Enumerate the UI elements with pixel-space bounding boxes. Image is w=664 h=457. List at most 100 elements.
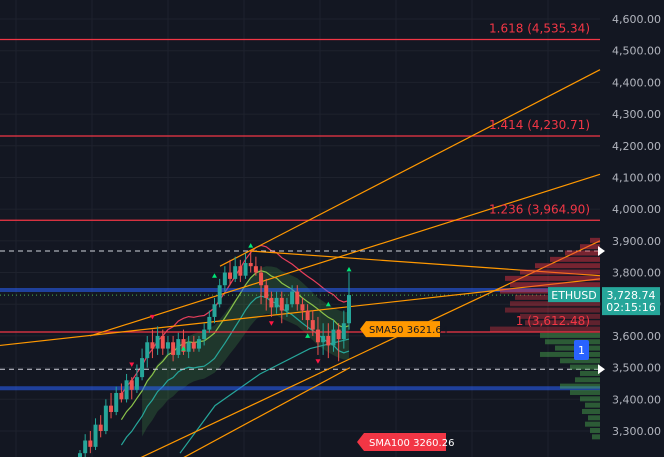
candle-body (93, 424, 98, 447)
volume-profile-bar (520, 313, 600, 319)
volume-profile-bar (580, 396, 600, 402)
candle-body (134, 377, 139, 390)
volume-profile-bar (540, 351, 600, 357)
alert-badge-label: 1 (578, 344, 585, 357)
y-tick-label: 3,900.00 (612, 235, 661, 248)
sell-signal-marker (129, 362, 135, 367)
sma100-badge (357, 433, 446, 451)
fib-level-label: 1.236 (3,964.90) (489, 202, 590, 216)
candle-body (253, 266, 258, 273)
y-tick-label: 3,800.00 (612, 267, 661, 280)
y-axis-ticks: 4,600.00 4,500.00 4,400.00 4,300.00 4,200.00… (598, 13, 661, 438)
alert-badge (574, 340, 589, 360)
candle-body (150, 342, 155, 349)
y-tick-label: 4,500.00 (612, 45, 661, 58)
volume-profile-bar (565, 250, 600, 256)
buy-signal-marker (212, 273, 217, 278)
candle-body (160, 335, 165, 349)
sma50-badge (360, 321, 440, 338)
candle-body (212, 304, 217, 317)
middle-band (120, 270, 350, 421)
volume-profile-bar (570, 389, 600, 395)
trend-line (219, 69, 601, 267)
candle-body (279, 297, 284, 311)
fib-level-label: 1.414 (4,230.71) (489, 118, 590, 132)
candle-body (129, 380, 134, 390)
candle-body (290, 291, 295, 305)
candle-body (300, 304, 305, 311)
last-price-badge (602, 287, 660, 316)
level-arrow-icon (598, 245, 605, 256)
price-axis[interactable] (604, 0, 664, 457)
buy-signal-marker (346, 266, 352, 272)
candle-body (222, 272, 227, 286)
candle-body (78, 453, 82, 457)
candle-body (321, 335, 326, 343)
volume-profile-bar (580, 370, 600, 376)
symbol-label: ETHUSD (551, 289, 596, 302)
volume-profile-bar (592, 434, 600, 440)
candle-body (124, 380, 129, 400)
candle-body (315, 329, 320, 343)
y-tick-label: 3,600.00 (612, 330, 661, 343)
candle-body (181, 339, 186, 352)
candle-body (264, 285, 269, 298)
volume-profile-bar (510, 301, 600, 307)
volume-profile-bar (590, 428, 600, 433)
candle-body (274, 297, 279, 308)
candle-body (238, 266, 243, 276)
candle-body (165, 342, 170, 349)
candle-body (145, 342, 150, 359)
buy-signal-marker (325, 301, 331, 307)
y-tick-label: 3,300.00 (612, 425, 661, 438)
volume-profile-bar (490, 326, 600, 332)
y-tick-label: 4,200.00 (612, 140, 661, 153)
candle-body (196, 339, 201, 349)
candle-body (269, 297, 274, 308)
y-tick-label: 4,100.00 (612, 171, 661, 184)
fib-level-label: 1 (3,612.48) (516, 314, 590, 328)
volume-profile-bar (580, 244, 600, 250)
sell-signal-marker (268, 321, 274, 326)
volume-profile-bar (525, 320, 600, 326)
trend-line (0, 278, 601, 347)
buy-signal-marker (180, 346, 186, 351)
y-tick-label: 3,500.00 (612, 362, 661, 375)
trend-line (140, 240, 601, 457)
trend-lines (0, 69, 601, 457)
candle-body (284, 304, 289, 311)
candle-body (310, 320, 315, 330)
y-tick-label: 4,600.00 (612, 13, 661, 26)
volume-profile-bar (570, 364, 600, 370)
candle-body (259, 272, 264, 286)
candle-body (176, 339, 181, 355)
candle-body (228, 272, 233, 279)
candles (78, 250, 351, 457)
candle-body (88, 440, 93, 447)
volume-profile-bar (510, 282, 600, 288)
candle-body (341, 323, 346, 340)
volume-profile-bar (505, 307, 600, 313)
signal-markers (129, 243, 352, 367)
candle-body (114, 392, 119, 412)
volume-profile-bar (582, 408, 600, 414)
volume-profile-bar (550, 256, 600, 262)
volume-profile-bar (535, 263, 600, 269)
candle-body (119, 392, 124, 400)
volume-profile-bar (590, 237, 600, 243)
volume-profile-bar (575, 377, 600, 383)
candle-body (295, 291, 300, 305)
candle-body (207, 316, 212, 330)
volume-profile-bar (545, 339, 600, 345)
buy-signal-marker (248, 243, 254, 248)
volume-profile-bar (585, 421, 600, 427)
trend-line (183, 367, 351, 457)
candle-body (233, 266, 238, 279)
symbol-badge (548, 287, 600, 303)
candle-body (336, 329, 341, 340)
price-levels (0, 38, 600, 391)
candle-body (248, 263, 253, 267)
countdown-label: 02:15:16 (606, 301, 655, 314)
